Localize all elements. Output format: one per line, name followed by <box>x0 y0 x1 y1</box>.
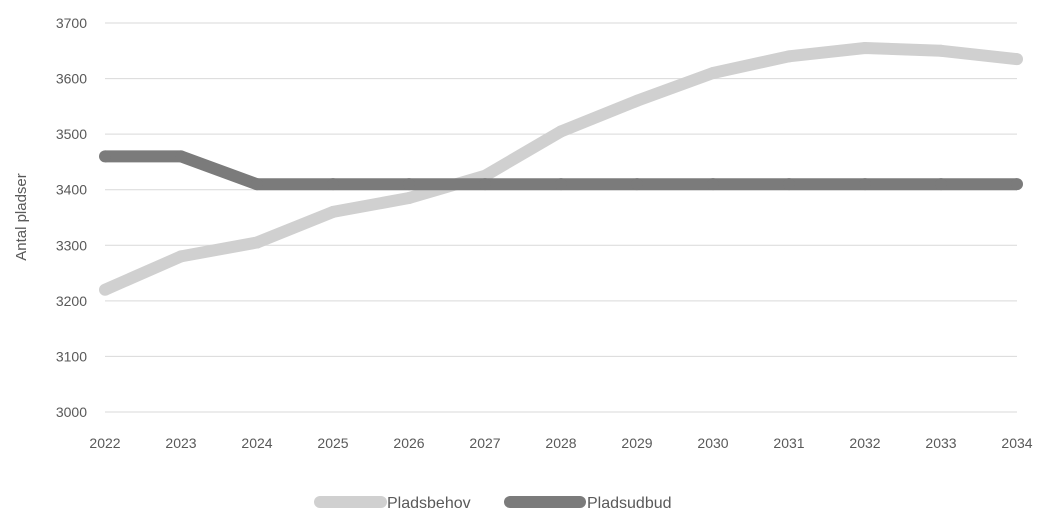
y-tick-label: 3400 <box>56 182 87 198</box>
x-tick-label: 2031 <box>773 435 804 451</box>
data-point-pladsbehov <box>935 44 947 57</box>
data-point-pladsbehov <box>859 42 871 55</box>
x-tick-label: 2025 <box>317 435 348 451</box>
y-tick-label: 3100 <box>56 348 87 364</box>
x-tick-label: 2033 <box>925 435 956 451</box>
data-point-pladsbehov <box>403 192 415 205</box>
x-tick-label: 2023 <box>165 435 196 451</box>
data-point-pladsudbud <box>403 178 415 191</box>
series-line-pladsbehov <box>102 42 1018 296</box>
data-point-pladsudbud <box>327 178 339 191</box>
gridlines <box>105 22 1017 413</box>
x-tick-label: 2027 <box>469 435 500 451</box>
data-point-pladsbehov <box>327 205 339 218</box>
y-tick-label: 3200 <box>56 293 87 309</box>
data-point-pladsudbud <box>175 150 187 163</box>
legend-label-pladsbehov: Pladsbehov <box>387 495 471 510</box>
data-point-pladsudbud <box>631 178 643 191</box>
y-axis-title: Antal pladser <box>13 173 30 261</box>
y-axis-tick-labels: 3000 3100 3200 3300 3400 3500 3600 3700 <box>56 15 87 420</box>
y-tick-label: 3600 <box>56 71 87 87</box>
data-point-pladsudbud <box>479 178 491 191</box>
data-point-pladsbehov <box>707 67 719 80</box>
series-lines <box>99 42 1023 296</box>
x-tick-label: 2026 <box>393 435 424 451</box>
data-point-pladsbehov <box>783 50 795 63</box>
x-tick-label: 2022 <box>89 435 120 451</box>
data-point-pladsbehov <box>1011 53 1023 66</box>
data-point-pladsudbud <box>707 178 719 191</box>
x-tick-label: 2030 <box>697 435 728 451</box>
data-point-pladsudbud <box>99 150 111 163</box>
data-point-pladsudbud <box>783 178 795 191</box>
data-point-pladsbehov <box>251 236 263 249</box>
data-point-pladsbehov <box>175 250 187 263</box>
x-tick-label: 2024 <box>241 435 272 451</box>
legend: Pladsbehov Pladsudbud <box>314 495 672 510</box>
data-point-pladsudbud <box>1011 178 1023 191</box>
x-tick-label: 2032 <box>849 435 880 451</box>
y-tick-label: 3500 <box>56 126 87 142</box>
legend-label-pladsudbud: Pladsudbud <box>587 495 672 510</box>
data-point-pladsbehov <box>99 283 111 296</box>
data-point-pladsudbud <box>251 178 263 191</box>
x-axis-tick-labels: 2022 2023 2024 2025 2026 2027 2028 2029 2030 2031… <box>89 435 1032 451</box>
y-tick-label: 3300 <box>56 237 87 253</box>
data-point-pladsudbud <box>555 178 567 191</box>
data-point-pladsudbud <box>935 178 947 191</box>
x-tick-label: 2029 <box>621 435 652 451</box>
y-tick-label: 3000 <box>56 404 87 420</box>
y-tick-label: 3700 <box>56 15 87 31</box>
x-tick-label: 2034 <box>1001 435 1032 451</box>
data-point-pladsbehov <box>631 94 643 107</box>
data-point-pladsbehov <box>555 125 567 138</box>
data-point-pladsudbud <box>859 178 871 191</box>
x-tick-label: 2028 <box>545 435 576 451</box>
